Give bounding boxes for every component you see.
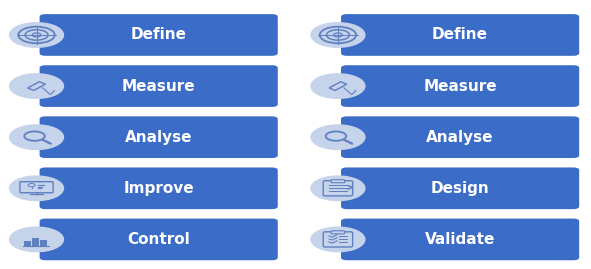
FancyBboxPatch shape (40, 65, 278, 107)
Text: Analyse: Analyse (426, 130, 494, 145)
Circle shape (9, 176, 63, 201)
Circle shape (9, 74, 63, 98)
FancyBboxPatch shape (24, 241, 31, 246)
FancyBboxPatch shape (331, 231, 345, 234)
FancyBboxPatch shape (40, 218, 278, 260)
FancyBboxPatch shape (341, 14, 579, 56)
FancyBboxPatch shape (341, 116, 579, 158)
Circle shape (311, 23, 365, 47)
Text: Measure: Measure (122, 79, 196, 94)
Circle shape (311, 74, 365, 98)
Text: Define: Define (131, 27, 187, 43)
FancyBboxPatch shape (341, 65, 579, 107)
FancyBboxPatch shape (331, 180, 345, 183)
Text: Design: Design (431, 181, 489, 196)
Text: Validate: Validate (425, 232, 495, 247)
Circle shape (9, 23, 63, 47)
Circle shape (311, 176, 365, 201)
Text: Define: Define (432, 27, 488, 43)
FancyBboxPatch shape (341, 167, 579, 209)
FancyBboxPatch shape (33, 238, 39, 246)
Text: Measure: Measure (423, 79, 497, 94)
Circle shape (9, 227, 63, 252)
Circle shape (311, 227, 365, 252)
Circle shape (9, 125, 63, 150)
Text: Improve: Improve (124, 181, 194, 196)
FancyBboxPatch shape (40, 116, 278, 158)
Text: Analyse: Analyse (125, 130, 193, 145)
FancyBboxPatch shape (40, 240, 47, 246)
Circle shape (311, 125, 365, 150)
FancyBboxPatch shape (40, 14, 278, 56)
FancyBboxPatch shape (341, 218, 579, 260)
FancyBboxPatch shape (40, 167, 278, 209)
Text: Control: Control (127, 232, 190, 247)
